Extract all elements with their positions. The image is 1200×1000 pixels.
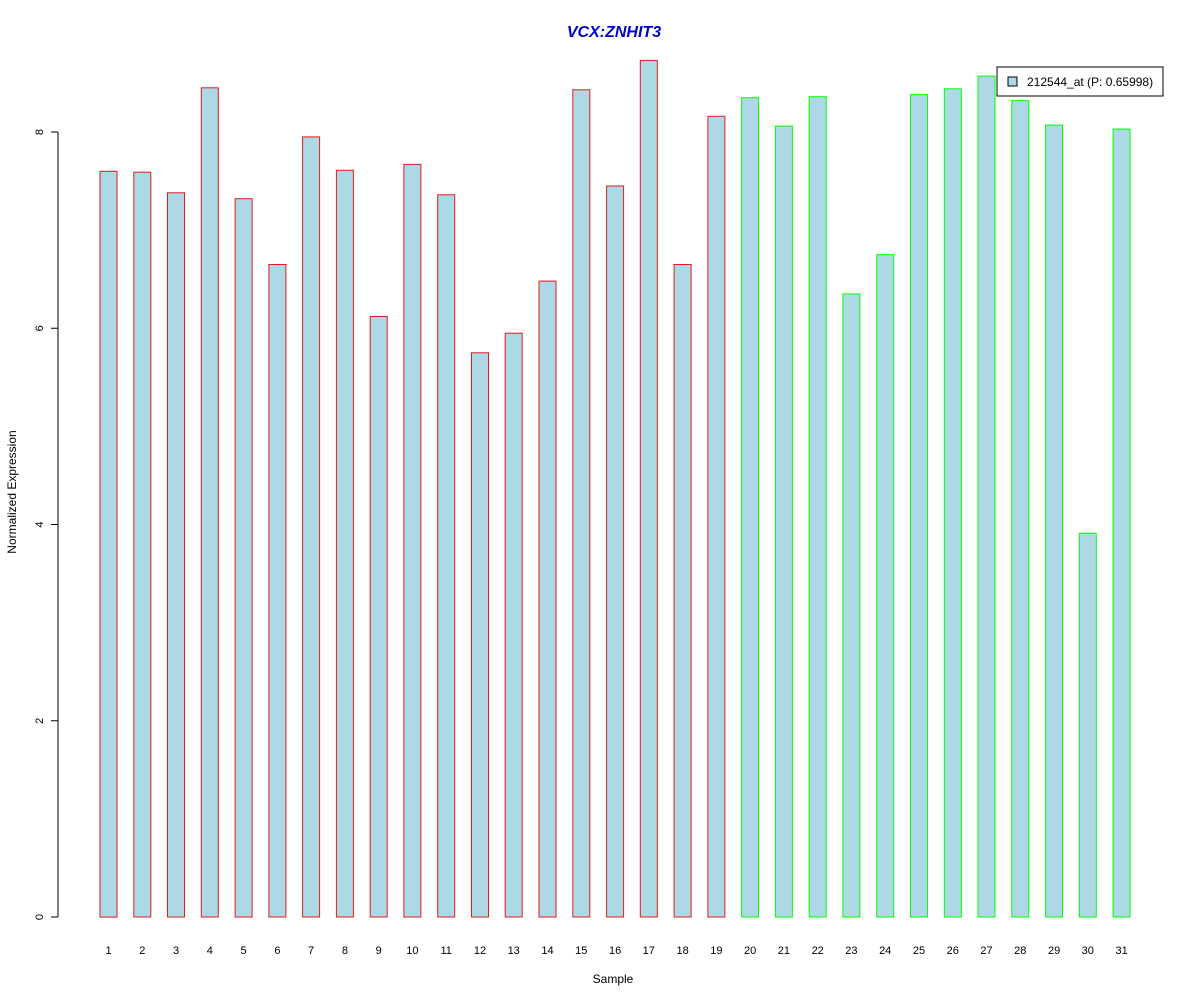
x-tick-label: 26 [947, 945, 959, 957]
bars-group [99, 59, 1131, 918]
x-tick-label: 27 [980, 945, 992, 957]
x-tick-label: 16 [609, 945, 621, 957]
y-tick-label: 4 [34, 521, 46, 527]
bar-sample-20 [741, 97, 760, 918]
bar-sample-9 [369, 316, 388, 918]
bar-sample-4 [200, 87, 219, 918]
bar-sample-6 [268, 264, 287, 918]
x-tick-labels: 1 2 3 4 5 6 7 8 9 10 11 12 13 14 15 16 17 18 19 20 21 22 23 24 2… [105, 945, 1127, 957]
bar-sample-7 [302, 136, 321, 918]
bar-sample-23 [842, 293, 861, 918]
bar-sample-25 [910, 94, 928, 918]
x-tick-label: 24 [879, 945, 891, 957]
x-tick-label: 29 [1048, 945, 1060, 957]
x-tick-label: 14 [541, 945, 553, 957]
bar-sample-22 [808, 96, 827, 918]
x-tick-label: 23 [845, 945, 857, 957]
bar-sample-29 [1045, 124, 1064, 918]
bar-sample-14 [538, 280, 557, 918]
bar-sample-17 [639, 59, 658, 918]
bar-sample-24 [876, 254, 895, 918]
bar-sample-15 [572, 89, 591, 918]
bar-sample-21 [774, 125, 793, 918]
x-tick-label: 2 [139, 945, 145, 957]
x-tick-label: 1 [105, 945, 111, 957]
bar-sample-8 [335, 169, 354, 918]
y-tick-label: 2 [34, 718, 46, 724]
x-tick-label: 20 [744, 945, 756, 957]
legend-swatch [1007, 76, 1018, 87]
bar-sample-19 [707, 115, 726, 918]
bar-sample-28 [1011, 100, 1030, 918]
bar-sample-18 [673, 264, 692, 918]
chart-title: VCX:ZNHIT3 [567, 24, 661, 41]
y-axis-label: Normalized Expression [5, 430, 19, 553]
x-tick-label: 8 [342, 945, 348, 957]
bar-sample-26 [943, 88, 962, 918]
bar-sample-5 [234, 198, 253, 918]
x-tick-label: 17 [643, 945, 655, 957]
x-tick-label: 15 [575, 945, 587, 957]
y-tick-label: 8 [34, 129, 46, 135]
bar-sample-2 [133, 171, 152, 918]
x-tick-label: 12 [474, 945, 486, 957]
legend: 212544_at (P: 0.65998) [996, 66, 1164, 97]
bar-sample-10 [403, 163, 422, 918]
x-tick-label: 21 [778, 945, 790, 957]
y-axis: 0 2 4 6 8 [34, 129, 59, 920]
bar-sample-3 [167, 192, 185, 918]
bar-sample-11 [437, 194, 456, 918]
bar-sample-1 [99, 170, 118, 918]
bar-sample-12 [471, 352, 489, 918]
x-tick-label: 7 [308, 945, 314, 957]
y-tick-label: 0 [34, 914, 46, 920]
x-tick-label: 31 [1115, 945, 1127, 957]
bar-sample-30 [1078, 532, 1097, 918]
x-axis-label: Sample [593, 972, 634, 986]
x-tick-label: 11 [440, 945, 451, 957]
x-tick-label: 18 [676, 945, 688, 957]
x-tick-label: 5 [241, 945, 247, 957]
x-tick-label: 4 [207, 945, 213, 957]
y-tick-label: 6 [34, 325, 46, 331]
x-tick-label: 13 [508, 945, 520, 957]
x-tick-label: 6 [274, 945, 280, 957]
x-tick-label: 9 [376, 945, 382, 957]
x-tick-label: 22 [812, 945, 824, 957]
bar-sample-13 [504, 332, 523, 918]
x-tick-label: 30 [1082, 945, 1094, 957]
bar-sample-27 [977, 75, 996, 918]
x-tick-label: 10 [406, 945, 418, 957]
x-tick-label: 28 [1014, 945, 1026, 957]
x-tick-label: 19 [710, 945, 722, 957]
x-tick-label: 3 [173, 945, 179, 957]
bar-sample-31 [1112, 128, 1131, 918]
bar-sample-16 [606, 185, 625, 918]
legend-box [996, 66, 1164, 97]
legend-label: 212544_at (P: 0.65998) [1027, 75, 1153, 89]
x-tick-label: 25 [913, 945, 925, 957]
